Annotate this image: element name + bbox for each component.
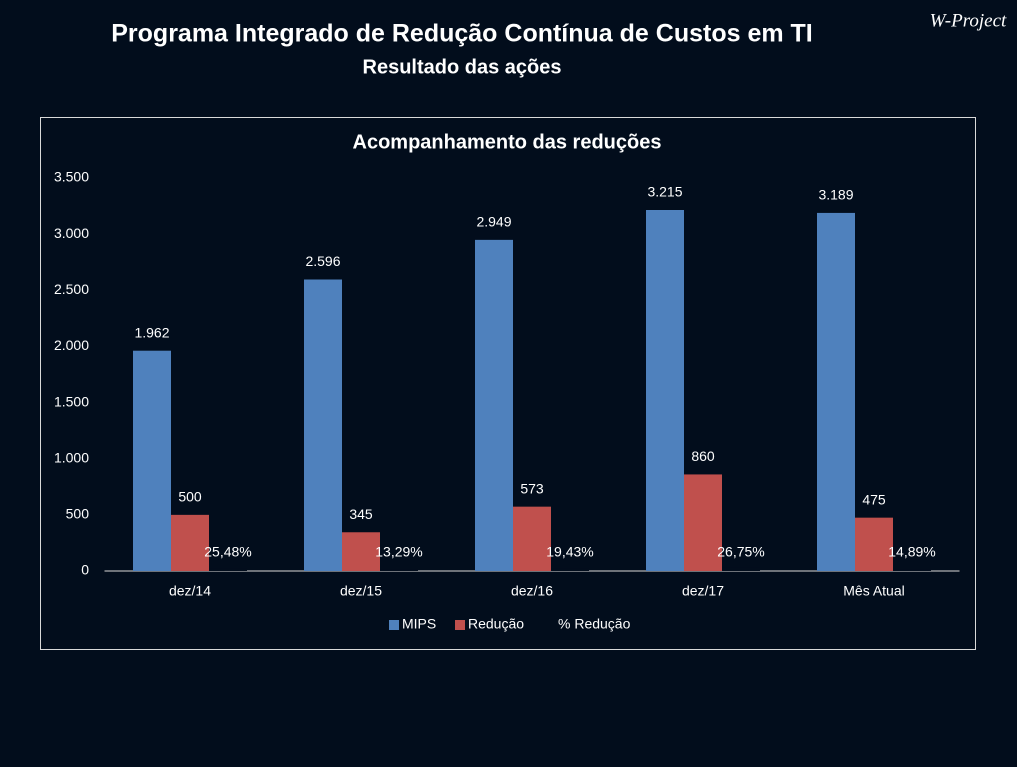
chart-frame [40,117,976,650]
x-tick-label: Mês Atual [843,583,904,599]
legend-swatch [455,620,465,630]
bar [513,506,551,571]
x-tick-label: dez/14 [169,583,211,599]
data-label: 19,43% [546,544,593,560]
bar [646,210,684,571]
data-label: 14,89% [888,544,935,560]
data-label: 26,75% [717,544,764,560]
y-tick-label: 2.500 [54,281,89,297]
legend-label: % Redução [558,616,631,632]
legend-swatch [389,620,399,630]
data-label: 860 [691,448,715,464]
legend-label: MIPS [402,616,436,632]
slide-title: Programa Integrado de Redução Contínua d… [111,20,813,48]
y-tick-label: 1.000 [54,449,89,465]
data-label: 2.596 [305,253,340,269]
bar [722,567,760,571]
data-label: 3.189 [818,187,853,203]
bar [209,568,247,571]
slide-subtitle: Resultado das ações [363,56,562,78]
logo: W-Project [930,10,1007,31]
data-label: 573 [520,480,544,496]
y-tick-label: 3.000 [54,225,89,241]
data-label: 13,29% [375,544,422,560]
y-tick-label: 1.500 [54,393,89,409]
bar [380,569,418,571]
legend-swatch [545,620,555,630]
x-tick-label: dez/16 [511,583,553,599]
bar [133,350,171,571]
data-label: 475 [862,491,886,507]
bar [475,239,513,571]
chart-title: Acompanhamento das reduções [353,131,662,153]
data-label: 3.215 [647,184,682,200]
y-tick-label: 2.000 [54,337,89,353]
x-tick-label: dez/17 [682,583,724,599]
bar [684,474,722,571]
y-tick-label: 3.500 [54,169,89,185]
bar [893,569,931,571]
x-tick-label: dez/15 [340,583,382,599]
bar [855,517,893,571]
bar [304,279,342,571]
y-tick-label: 500 [66,506,90,522]
bar [342,532,380,571]
bar [551,568,589,571]
data-label: 1.962 [134,324,169,340]
data-label: 2.949 [476,214,511,230]
bar [171,514,209,571]
bar [817,212,855,572]
data-label: 500 [178,489,202,505]
data-label: 25,48% [204,544,251,560]
y-tick-label: 0 [81,562,89,578]
data-label: 345 [349,506,373,522]
legend-label: Redução [468,616,524,632]
